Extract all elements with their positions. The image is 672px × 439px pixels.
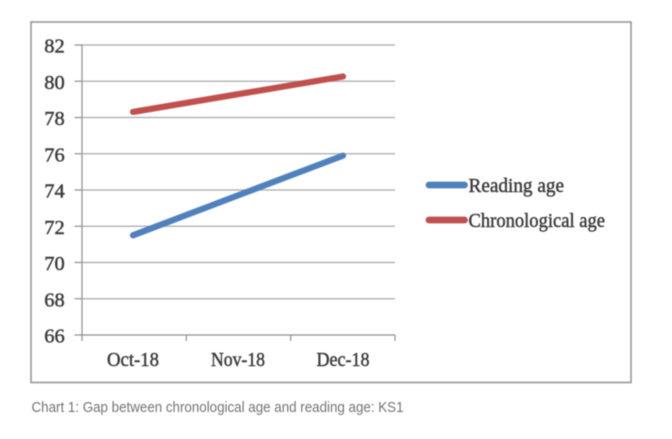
svg-text:Oct-18: Oct-18 xyxy=(107,349,159,371)
svg-text:78: 78 xyxy=(44,108,65,130)
svg-text:Reading age: Reading age xyxy=(469,175,565,197)
svg-text:Chronological age: Chronological age xyxy=(469,210,606,232)
svg-text:80: 80 xyxy=(44,72,65,94)
svg-text:72: 72 xyxy=(44,217,65,239)
svg-text:74: 74 xyxy=(44,181,65,203)
svg-text:76: 76 xyxy=(44,144,65,166)
svg-text:Nov-18: Nov-18 xyxy=(211,349,265,371)
svg-text:Chart 1: Gap between chronolog: Chart 1: Gap between chronological age a… xyxy=(32,399,404,416)
svg-text:66: 66 xyxy=(44,326,65,348)
svg-text:82: 82 xyxy=(44,36,65,58)
svg-text:70: 70 xyxy=(44,253,65,275)
svg-text:Dec-18: Dec-18 xyxy=(317,349,370,371)
svg-text:68: 68 xyxy=(44,289,65,311)
